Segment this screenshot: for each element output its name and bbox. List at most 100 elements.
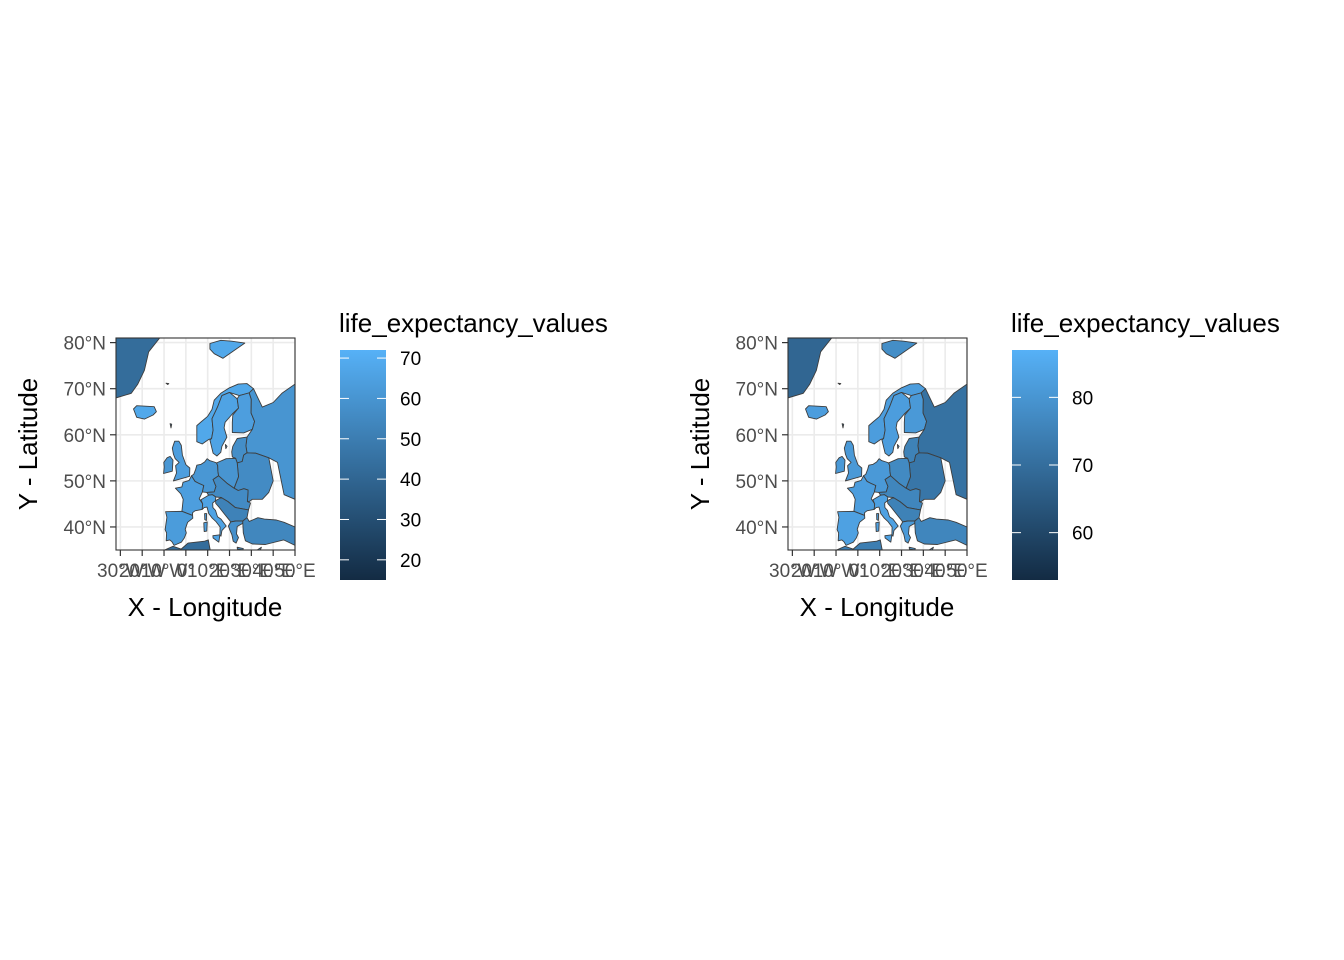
map-regions <box>788 338 967 550</box>
map-chart-2: 30°W20°W10°W0°10°E20°E30°E40°E50°E 40°N 5… <box>685 308 1280 622</box>
region-crete <box>908 546 916 550</box>
map-panel-2: 30°W 20°W 10°W 0° 10°E 20°E 30°E 40°E 50°E 40°N 5… <box>672 300 1332 640</box>
x-tick-label: 0° <box>177 561 195 582</box>
legend-title: life_expectancy_values <box>339 308 608 338</box>
y-axis: 40°N 50°N 60°N 70°N 80°N <box>736 334 788 539</box>
y-axis: 40°N 50°N 60°N 70°N 80°N <box>64 334 116 539</box>
x-tick-label: 20°W <box>791 561 838 582</box>
region-north_africa <box>836 539 883 550</box>
x-tick-label: 10°E <box>187 561 228 582</box>
y-tick-label: 80°N <box>736 334 778 355</box>
x-axis: 30°W20°W10°W0°10°E20°E30°E40°E50°E <box>769 550 988 582</box>
region-ireland <box>835 455 846 474</box>
x-tick-label: 50°E <box>274 561 315 582</box>
x-axis: 30°W20°W10°W0°10°E20°E30°E40°E50°E <box>97 550 316 582</box>
region-crete <box>236 546 244 550</box>
y-axis-title: Y - Latitude <box>685 378 715 511</box>
map-chart-1: 30°W20°W10°W0°10°E20°E30°E40°E50°E 40°N 5… <box>13 308 608 622</box>
legend-label: 70 <box>400 349 421 370</box>
x-tick-label: 10°W <box>813 561 860 582</box>
x-tick-label: 40°E <box>252 561 293 582</box>
region-jan-mayen <box>837 382 842 385</box>
x-tick-label: 10°W <box>141 561 188 582</box>
plot-border <box>787 337 968 551</box>
x-tick-label: 10°E <box>859 561 900 582</box>
y-tick-label: 50°N <box>736 472 778 493</box>
region-iceland <box>805 405 829 420</box>
region-jan-mayen <box>165 382 170 385</box>
x-tick-label: 0° <box>849 561 867 582</box>
region-russia <box>917 383 967 500</box>
region-france <box>174 475 205 516</box>
legend-label: 20 <box>400 551 421 572</box>
y-tick-label: 60°N <box>64 426 106 447</box>
region-greece <box>227 520 244 544</box>
x-axis-title: X - Longitude <box>800 592 955 622</box>
legend-ticks: 60 70 80 <box>1012 388 1093 545</box>
region-sardinia <box>203 521 208 533</box>
y-tick-label: 50°N <box>64 472 106 493</box>
region-north_africa <box>164 539 211 550</box>
region-gotland <box>896 444 900 450</box>
x-tick-label: 30°E <box>903 561 944 582</box>
region-ireland <box>163 455 174 474</box>
x-tick-label: 20°E <box>881 561 922 582</box>
region-cyprus <box>928 546 934 550</box>
x-tick-label: 20°E <box>209 561 250 582</box>
region-uk <box>171 440 191 482</box>
region-sicily <box>884 534 893 543</box>
region-iberia <box>164 510 194 546</box>
region-uk <box>843 440 863 482</box>
region-italy <box>872 494 899 537</box>
x-tick-label: 30°E <box>231 561 272 582</box>
y-tick-label: 40°N <box>736 518 778 539</box>
y-axis-title: Y - Latitude <box>13 378 43 511</box>
region-greenland <box>116 338 161 399</box>
region-iberia <box>836 510 866 546</box>
map-regions <box>116 338 295 550</box>
region-corsica <box>204 513 208 521</box>
y-tick-label: 40°N <box>64 518 106 539</box>
region-faroes <box>841 423 845 429</box>
region-cyprus <box>256 546 262 550</box>
y-tick-label: 70°N <box>736 380 778 401</box>
x-tick-label: 50°E <box>946 561 987 582</box>
y-tick-label: 80°N <box>64 334 106 355</box>
y-tick-label: 70°N <box>64 380 106 401</box>
legend-label: 60 <box>1072 524 1093 545</box>
legend-label: 40 <box>400 470 421 491</box>
region-greece <box>899 520 916 544</box>
x-tick-label: 20°W <box>119 561 166 582</box>
region-greenland <box>788 338 833 399</box>
region-sweden <box>209 391 239 457</box>
legend-label: 70 <box>1072 456 1093 477</box>
legend-colorbar <box>340 350 386 580</box>
plot-border <box>115 337 296 551</box>
x-tick-label: 40°E <box>924 561 965 582</box>
region-svalbard <box>881 339 918 359</box>
region-russia <box>245 383 295 500</box>
legend-ticks: 20 30 40 50 60 70 <box>340 349 421 572</box>
region-corsica <box>876 513 880 521</box>
region-france <box>846 475 877 516</box>
map-panel-1: 30°W 20°W 10°W 0° 10°E 20°E 30°E 40°E 50°E 40°N 5… <box>0 300 660 640</box>
x-axis-title: X - Longitude <box>128 592 283 622</box>
region-svalbard <box>209 339 246 359</box>
legend-label: 30 <box>400 510 421 531</box>
legend-title: life_expectancy_values <box>1011 308 1280 338</box>
legend-label: 80 <box>1072 388 1093 409</box>
y-tick-label: 60°N <box>736 426 778 447</box>
legend-label: 50 <box>400 430 421 451</box>
x-tick-label: 30°W <box>97 561 144 582</box>
region-faroes <box>169 423 173 429</box>
region-iceland <box>133 405 157 420</box>
region-gotland <box>224 444 228 450</box>
region-sweden <box>881 391 911 457</box>
region-sicily <box>212 534 221 543</box>
region-turkey <box>242 517 295 546</box>
region-turkey <box>914 517 967 546</box>
region-italy <box>200 494 227 537</box>
region-sardinia <box>875 521 880 533</box>
legend-label: 60 <box>400 389 421 410</box>
x-tick-label: 30°W <box>769 561 816 582</box>
